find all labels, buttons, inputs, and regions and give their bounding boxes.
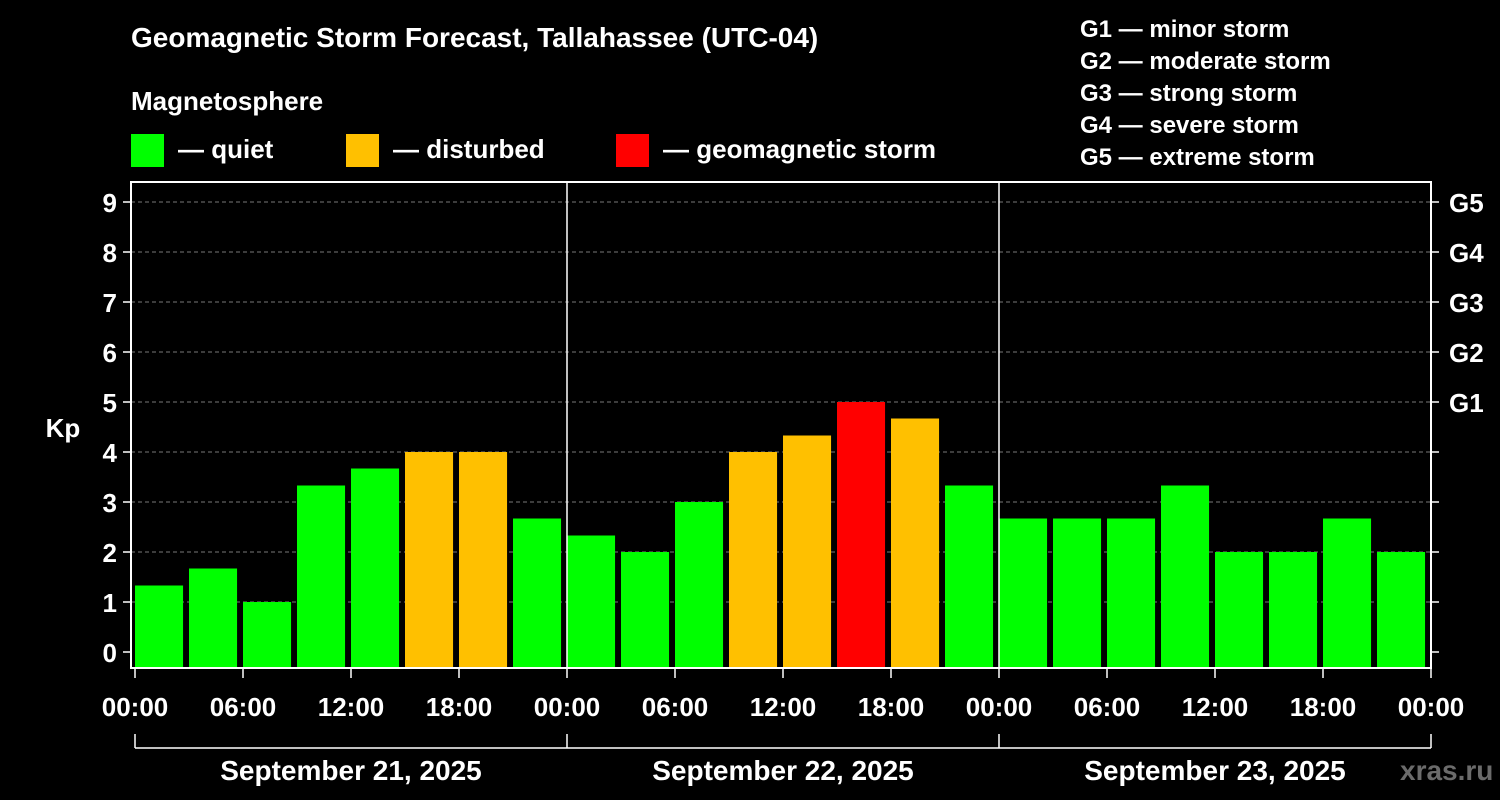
y-tick-label-9: 9 (103, 188, 117, 218)
x-tick-label-10: 12:00 (1182, 692, 1249, 722)
x-tick-label-5: 06:00 (642, 692, 709, 722)
y-tick-label-6: 6 (103, 338, 117, 368)
x-tick-label-7: 18:00 (858, 692, 925, 722)
legend-swatch-quiet (131, 134, 164, 167)
legend-heading: Magnetosphere (131, 86, 324, 116)
watermark: xras.ru (1400, 755, 1494, 786)
bar-17 (1053, 518, 1102, 668)
y-axis-label: Kp (46, 413, 81, 443)
right-tick-label-G3: G3 (1449, 288, 1484, 318)
g-scale-legend: G1 — minor storm G2 — moderate storm G3 … (1080, 14, 1331, 174)
bar-14 (891, 418, 940, 668)
y-tick-label-2: 2 (103, 538, 117, 568)
legend-swatch-storm (616, 134, 649, 167)
day-label-0: September 21, 2025 (220, 755, 482, 786)
bar-1 (189, 568, 238, 668)
bar-10 (675, 502, 724, 668)
bar-series (135, 402, 1426, 668)
y-tick-label-4: 4 (103, 438, 118, 468)
x-tick-label-12: 00:00 (1398, 692, 1465, 722)
bar-21 (1269, 552, 1318, 668)
x-tick-label-11: 18:00 (1290, 692, 1357, 722)
axes: 0 1 2 3 4 5 6 7 8 9 G1 G2 G3 G4 G5 Kp 00:00 06:00 12:00 18:… (46, 188, 1485, 786)
bar-15 (945, 485, 994, 668)
x-tick-label-0: 00:00 (102, 692, 169, 722)
y-tick-label-1: 1 (103, 588, 117, 618)
y-tick-label-8: 8 (103, 238, 117, 268)
y-tick-label-3: 3 (103, 488, 117, 518)
legend-label-disturbed: — disturbed (393, 134, 545, 164)
x-tick-label-2: 12:00 (318, 692, 385, 722)
bar-9 (621, 552, 670, 668)
x-tick-label-3: 18:00 (426, 692, 493, 722)
right-tick-label-G1: G1 (1449, 388, 1484, 418)
g-scale-g3: G3 — strong storm (1080, 80, 1298, 107)
bar-6 (459, 452, 508, 668)
legend-swatch-disturbed (346, 134, 379, 167)
g-scale-g5: G5 — extreme storm (1080, 144, 1315, 171)
bar-16 (999, 518, 1048, 668)
day-label-2: September 23, 2025 (1084, 755, 1346, 786)
bar-20 (1215, 552, 1264, 668)
chart-title: Geomagnetic Storm Forecast, Tallahassee … (131, 22, 819, 53)
right-tick-label-G4: G4 (1449, 238, 1484, 268)
bar-19 (1161, 485, 1210, 668)
bar-3 (297, 485, 346, 668)
bar-7 (513, 518, 562, 668)
legend-label-storm: — geomagnetic storm (663, 134, 937, 164)
g-scale-g2: G2 — moderate storm (1080, 48, 1331, 75)
day-label-1: September 22, 2025 (652, 755, 914, 786)
bar-4 (351, 468, 400, 668)
y-tick-label-0: 0 (103, 638, 117, 668)
g-scale-g1: G1 — minor storm (1080, 16, 1290, 43)
bar-12 (783, 435, 832, 668)
x-tick-label-8: 00:00 (966, 692, 1033, 722)
bar-23 (1377, 552, 1426, 668)
y-tick-label-5: 5 (103, 388, 117, 418)
x-tick-label-9: 06:00 (1074, 692, 1141, 722)
g-scale-g4: G4 — severe storm (1080, 112, 1299, 139)
x-tick-label-6: 12:00 (750, 692, 817, 722)
x-tick-label-4: 00:00 (534, 692, 601, 722)
plot-border (130, 181, 1432, 669)
bar-18 (1107, 518, 1156, 668)
right-tick-label-G2: G2 (1449, 338, 1484, 368)
bar-8 (567, 535, 616, 668)
right-tick-label-G5: G5 (1449, 188, 1484, 218)
bar-0 (135, 585, 184, 668)
bar-22 (1323, 518, 1372, 668)
bar-2 (243, 602, 292, 668)
y-tick-label-7: 7 (103, 288, 117, 318)
x-tick-label-1: 06:00 (210, 692, 277, 722)
bar-5 (405, 452, 454, 668)
plot-frame (130, 181, 1432, 669)
bar-13 (837, 402, 886, 668)
bar-11 (729, 452, 778, 668)
legend-label-quiet: — quiet (178, 134, 274, 164)
